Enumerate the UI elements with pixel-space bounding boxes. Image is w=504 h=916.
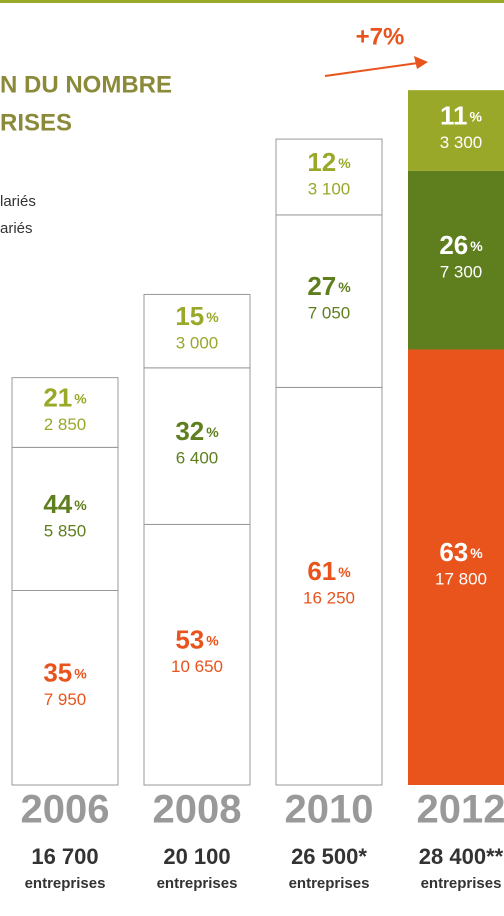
value-label: 16 250 [303,589,355,608]
chart-title-line: RISES [0,109,72,136]
share-label: 26% [439,230,483,260]
share-label: 53% [175,625,219,655]
bar-segment [275,138,383,216]
bar-segment [408,170,504,350]
value-label: 5 850 [44,521,87,540]
share-label: 35% [43,658,87,688]
unit-label: entreprises [25,875,106,892]
share-label: 27% [307,271,351,301]
legend-text: lariés [0,193,36,210]
bar-segment [408,90,504,171]
unit-label: entreprises [289,875,370,892]
value-label: 6 400 [176,449,219,468]
legend-text: ariés [0,220,33,237]
share-label: 21% [43,382,87,412]
value-label: 2 850 [44,415,87,434]
value-label: 10 650 [171,657,223,676]
unit-label: entreprises [421,875,502,892]
share-label: 63% [439,537,483,567]
bar-segment [143,293,251,369]
bar-segment [11,377,119,448]
total-label: 20 100 [163,844,230,869]
value-label: 3 000 [176,334,219,353]
x-tick-label: 2012 [417,788,504,832]
unit-label: entreprises [157,875,238,892]
share-label: 61% [307,556,351,586]
share-label: 11% [440,100,483,130]
share-label: 15% [175,301,219,331]
bar-segment [275,386,383,786]
total-label: 16 700 [31,844,98,869]
growth-annotation: +7% [356,23,405,50]
top-rule [0,0,504,3]
bar-segment [11,589,119,786]
value-label: 7 950 [44,690,87,709]
arrow-shaft [324,62,419,77]
arrow-head [414,56,428,69]
bar-segment [143,367,251,525]
bar-segment [11,446,119,591]
x-tick-label: 2010 [285,788,374,832]
x-tick-label: 2008 [153,788,242,832]
bar-segment [275,214,383,388]
x-tick-label: 2006 [21,788,110,832]
bar-segment [408,349,504,785]
value-label: 3 100 [308,179,351,198]
value-label: 7 300 [440,263,483,282]
value-label: 17 800 [435,570,487,589]
total-label: 28 400** [419,844,504,869]
value-label: 3 300 [440,133,483,152]
share-label: 44% [43,489,87,519]
chart-title-line: N DU NOMBRE [0,71,172,98]
share-label: 12% [307,147,351,177]
total-label: 26 500* [291,844,367,869]
bar-segment [143,523,251,786]
share-label: 32% [175,416,219,446]
value-label: 7 050 [308,304,351,323]
